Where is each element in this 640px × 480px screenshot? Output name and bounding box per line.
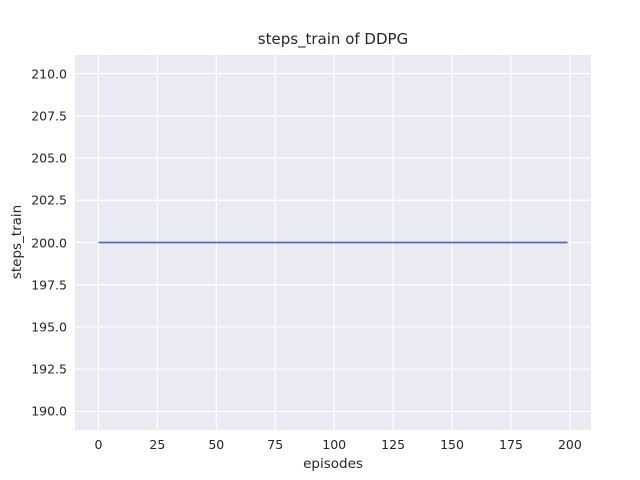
x-tick-label: 200 <box>557 437 582 452</box>
plot-canvas <box>75 55 591 430</box>
x-tick-label: 50 <box>208 437 225 452</box>
y-tick-label: 207.5 <box>31 108 67 124</box>
y-tick-label: 202.5 <box>31 192 67 208</box>
x-tick-label: 150 <box>440 437 464 452</box>
x-tick-label: 100 <box>322 437 347 452</box>
y-axis-label: steps_train <box>9 204 25 280</box>
y-tick-label: 195.0 <box>31 319 67 335</box>
y-tick-label: 192.5 <box>31 361 67 377</box>
y-tick-label: 200.0 <box>31 235 67 250</box>
x-tick-label: 125 <box>381 437 406 452</box>
x-tick-label: 0 <box>94 437 103 452</box>
plot-area <box>75 55 591 430</box>
x-tick-label: 75 <box>267 437 284 452</box>
x-tick-label: 175 <box>499 437 523 452</box>
x-axis-label: episodes <box>303 456 363 472</box>
y-tick-label: 190.0 <box>31 403 67 419</box>
y-tick-label: 197.5 <box>31 277 67 293</box>
y-tick-label: 210.0 <box>31 66 67 82</box>
x-tick-label: 25 <box>149 437 166 452</box>
chart-title: steps_train of DDPG <box>257 30 409 48</box>
y-tick-label: 205.0 <box>31 150 67 166</box>
